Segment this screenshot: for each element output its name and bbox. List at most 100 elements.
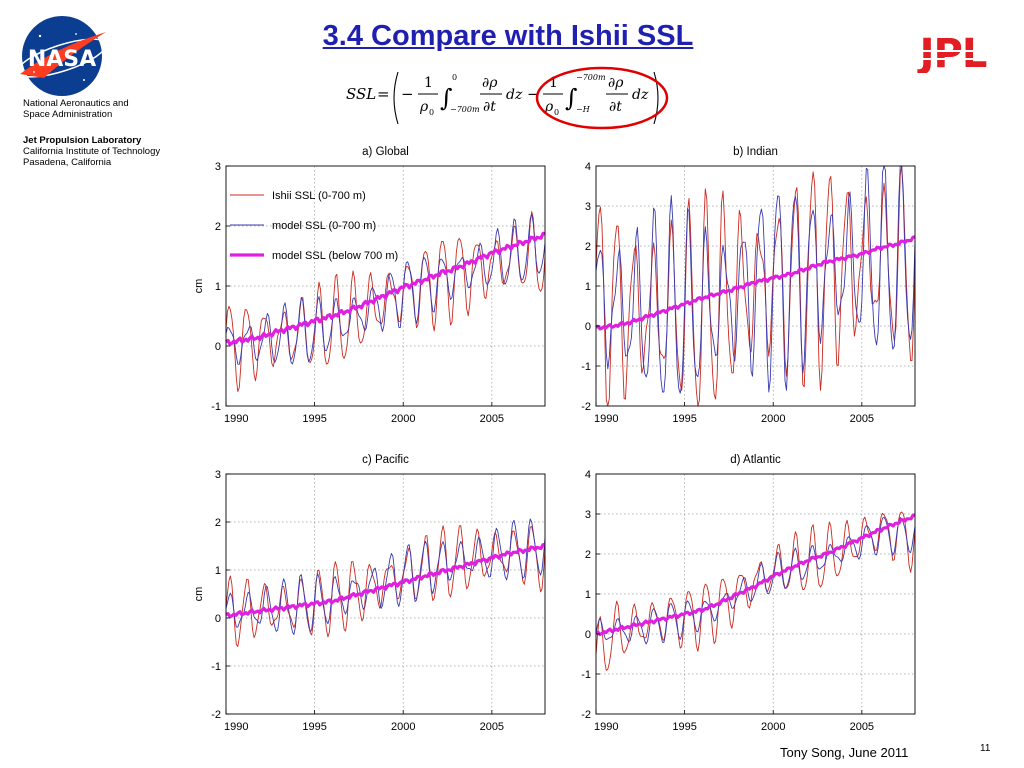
y-tick-label: -1 bbox=[211, 401, 221, 413]
x-tick-label: 1990 bbox=[594, 413, 618, 425]
y-tick-label: -2 bbox=[581, 401, 591, 413]
y-tick-label: 1 bbox=[585, 589, 591, 601]
eq-dz-1: dz bbox=[506, 87, 523, 103]
x-tick-label: 1995 bbox=[302, 721, 326, 733]
x-tick-label: 1990 bbox=[224, 413, 248, 425]
page-title: 3.4 Compare with Ishii SSL bbox=[322, 20, 694, 52]
y-axis-label: cm bbox=[193, 587, 205, 602]
legend-label-model: model SSL (0-700 m) bbox=[272, 220, 376, 232]
eq-rho0-2: ρ bbox=[544, 99, 554, 115]
y-tick-label: 3 bbox=[585, 509, 591, 521]
x-tick-label: 2000 bbox=[761, 721, 785, 733]
x-tick-label: 1990 bbox=[224, 721, 248, 733]
plot-frame bbox=[225, 473, 546, 715]
jpl-logo: JPL bbox=[896, 33, 1010, 73]
x-tick-label: 1995 bbox=[672, 721, 696, 733]
y-tick-label: -1 bbox=[581, 361, 591, 373]
chart-panel-3: 1990 1995 2000 2005 -2 -1 0 1 2 3 4 d) Atlantic bbox=[581, 454, 916, 733]
lab-line-1: Jet Propulsion Laboratory bbox=[23, 135, 142, 146]
eq-upper-1: 0 bbox=[452, 73, 457, 82]
y-tick-label: 4 bbox=[585, 161, 591, 173]
x-tick-label: 2000 bbox=[761, 413, 785, 425]
x-tick-label: 1995 bbox=[302, 413, 326, 425]
series-line-model bbox=[595, 165, 916, 394]
agency-name: National Aeronautics and Space Administr… bbox=[23, 98, 153, 120]
chart-title: b) Indian bbox=[733, 146, 778, 158]
plot-area bbox=[226, 166, 545, 406]
y-tick-label: -2 bbox=[211, 709, 221, 721]
eq-one-2: 1 bbox=[549, 75, 558, 91]
y-tick-label: 2 bbox=[215, 517, 221, 529]
eq-lower-1: −700m bbox=[450, 105, 480, 114]
y-tick-label: 4 bbox=[585, 469, 591, 481]
legend-label-below: model SSL (below 700 m) bbox=[272, 250, 398, 262]
y-tick-label: -1 bbox=[581, 669, 591, 681]
y-tick-label: 3 bbox=[585, 201, 591, 213]
x-tick-label: 1995 bbox=[672, 413, 696, 425]
legend-label-ishii: Ishii SSL (0-700 m) bbox=[272, 190, 366, 202]
lab-line-3: Pasadena, California bbox=[23, 157, 112, 168]
agency-line-2: Space Administration bbox=[23, 109, 113, 120]
x-tick-label: 2000 bbox=[391, 413, 415, 425]
svg-text:−: − bbox=[401, 85, 414, 103]
eq-one-1: 1 bbox=[424, 75, 433, 91]
eq-upper-2: −700m bbox=[576, 73, 606, 82]
y-tick-label: 1 bbox=[215, 281, 221, 293]
y-tick-label: 2 bbox=[585, 549, 591, 561]
y-tick-label: -1 bbox=[211, 661, 221, 673]
chart-title: a) Global bbox=[362, 146, 409, 158]
jpl-logo-text: JPL bbox=[917, 33, 987, 73]
x-tick-label: 2005 bbox=[480, 413, 504, 425]
series-line-ishii bbox=[595, 511, 916, 671]
y-tick-label: 0 bbox=[585, 629, 591, 641]
slide-number: 11 bbox=[980, 743, 991, 754]
svg-text:∫: ∫ bbox=[440, 84, 453, 112]
eq-dt-2: ∂t bbox=[609, 99, 622, 115]
y-tick-label: 3 bbox=[215, 161, 221, 173]
y-tick-label: 0 bbox=[585, 321, 591, 333]
x-tick-label: 2005 bbox=[850, 413, 874, 425]
eq-sub0-2: 0 bbox=[554, 108, 559, 117]
lab-name: Jet Propulsion Laboratory California Ins… bbox=[23, 135, 183, 168]
eq-lower-2: −H bbox=[576, 105, 591, 114]
svg-text:∫: ∫ bbox=[565, 84, 578, 112]
y-tick-label: 0 bbox=[215, 613, 221, 625]
series-line-below bbox=[225, 231, 546, 346]
y-tick-label: 0 bbox=[215, 341, 221, 353]
agency-line-1: National Aeronautics and bbox=[23, 98, 129, 109]
y-tick-label: 1 bbox=[215, 565, 221, 577]
series-line-below bbox=[595, 235, 916, 331]
x-tick-label: 2005 bbox=[480, 721, 504, 733]
series-line-below bbox=[225, 542, 546, 619]
nasa-logo: NASA bbox=[17, 16, 107, 96]
eq-drho-1: ∂ρ bbox=[482, 75, 498, 91]
svg-text:=: = bbox=[377, 85, 390, 103]
series-line-below bbox=[595, 513, 916, 637]
equation-highlight-ellipse bbox=[535, 66, 669, 130]
x-tick-label: 2005 bbox=[850, 721, 874, 733]
series-line-model bbox=[225, 518, 546, 635]
y-tick-label: -2 bbox=[581, 709, 591, 721]
nasa-logo-text: NASA bbox=[28, 47, 96, 72]
eq-lhs: SSL bbox=[346, 85, 376, 103]
y-tick-label: 2 bbox=[215, 221, 221, 233]
plot-area bbox=[596, 474, 915, 714]
y-tick-label: 2 bbox=[585, 241, 591, 253]
y-axis-label: cm bbox=[193, 279, 205, 294]
chart-panel-2: 1990 1995 2000 2005 -2 -1 0 1 2 3 c) Pacific cm bbox=[193, 454, 546, 733]
plot-area bbox=[226, 474, 545, 714]
y-tick-label: 3 bbox=[215, 469, 221, 481]
chart-panel-0: 1990 1995 2000 2005 -1 0 1 2 3 a) Global cm Ishii S… bbox=[193, 146, 546, 425]
eq-dz-2: dz bbox=[632, 87, 649, 103]
chart-title: c) Pacific bbox=[362, 454, 409, 466]
y-tick-label: 1 bbox=[585, 281, 591, 293]
chart-panel-1: 1990 1995 2000 2005 -2 -1 0 1 2 3 4 b) Indian bbox=[581, 146, 916, 425]
lab-line-2: California Institute of Technology bbox=[23, 146, 161, 157]
legend: Ishii SSL (0-700 m) model SSL (0-700 m) mo… bbox=[230, 190, 398, 262]
ssl-equation: SSL = − 1 ρ 0 ∫ 0 −700m ∂ρ ∂t dz − 1 ρ 0… bbox=[346, 66, 669, 130]
chart-title: d) Atlantic bbox=[730, 454, 781, 466]
series-line-model bbox=[225, 213, 546, 365]
eq-drho-2: ∂ρ bbox=[608, 75, 624, 91]
series-line-model bbox=[595, 516, 916, 645]
